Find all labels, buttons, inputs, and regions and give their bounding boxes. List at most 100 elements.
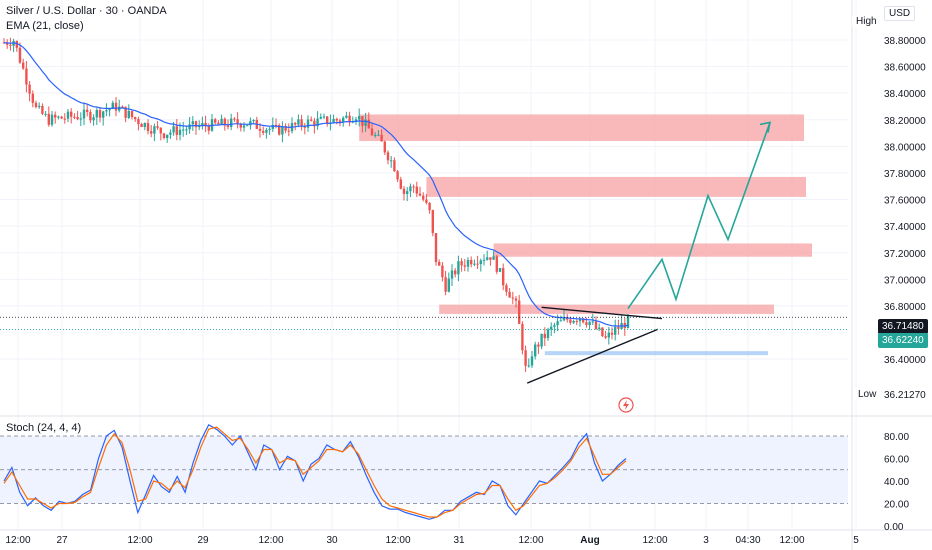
candle-body (457, 261, 460, 275)
candle-body (393, 160, 396, 172)
resistance-zone (426, 176, 806, 197)
candle-body (546, 329, 550, 339)
resistance-zone (359, 114, 804, 142)
candle-body (460, 261, 463, 266)
candle-body (239, 123, 242, 128)
candle-body (98, 109, 102, 118)
candle-body (559, 320, 562, 322)
candle-body (140, 124, 143, 128)
candle-body (70, 111, 73, 117)
candle-body (322, 116, 326, 118)
candle-body (294, 122, 297, 125)
candle-body (188, 124, 191, 130)
candle-body (111, 102, 114, 109)
candle-body (105, 110, 108, 112)
stoch-tick-label: 80.00 (884, 432, 909, 443)
candle-body (399, 179, 402, 189)
candle-body (214, 119, 217, 123)
price-tick-label: 38.80000 (884, 36, 926, 47)
candle-body (137, 119, 140, 125)
candle-body (89, 112, 92, 121)
triangle-lower-line (526, 328, 659, 384)
time-tick-label: 12:00 (5, 535, 30, 546)
time-tick-label: 12:00 (779, 535, 804, 546)
candle-body (73, 116, 76, 118)
candle-body (57, 116, 60, 118)
candle-body (306, 119, 310, 128)
candle-body (268, 128, 271, 130)
candle-body (185, 129, 188, 131)
candle-body (34, 102, 38, 108)
candle-body (60, 116, 63, 119)
candle-body (108, 108, 111, 111)
candle-body (153, 126, 156, 134)
candle-body (390, 160, 393, 162)
currency-button[interactable]: USD (884, 6, 916, 21)
candle-body (127, 111, 130, 118)
candle-body (175, 126, 178, 135)
candle-body (466, 259, 470, 267)
candle-body (22, 62, 25, 69)
candle-body (374, 135, 377, 137)
candle-body (575, 321, 578, 323)
candle-body (82, 109, 86, 119)
candle-body (578, 318, 582, 322)
candle-body (607, 332, 610, 338)
candle-body (610, 332, 614, 335)
candle-body (191, 121, 194, 125)
ema-line (3, 42, 629, 327)
candle-body (470, 259, 473, 265)
candle-body (617, 326, 620, 329)
price-tick-label: 38.20000 (884, 116, 926, 127)
candle-body (511, 297, 514, 299)
stoch-tick-label: 0.00 (884, 522, 904, 533)
candle-body (348, 115, 351, 123)
candle-body (249, 121, 252, 126)
time-tick-label: 12:00 (127, 535, 152, 546)
candle-body (543, 333, 546, 339)
stoch-d-line (3, 426, 627, 518)
candle-body (124, 106, 127, 118)
candle-body (598, 327, 601, 329)
time-tick-label: 04:30 (735, 535, 760, 546)
candle-body (354, 119, 358, 122)
price-tick-label: 36.40000 (884, 355, 926, 366)
time-tick-label: 12:00 (385, 535, 410, 546)
time-tick-label: 5 (853, 535, 859, 546)
ema-indicator-label[interactable]: EMA (21, close) (6, 20, 84, 32)
stoch-k-line (3, 423, 627, 520)
low-label: Low (854, 388, 881, 401)
candle-body (47, 113, 50, 125)
candle-body (524, 350, 527, 366)
candle-body (428, 202, 431, 211)
candle-body (367, 119, 370, 129)
candle-body (281, 126, 284, 135)
candle-body (44, 113, 47, 115)
price-tick-label: 38.00000 (884, 142, 926, 153)
candle-body (134, 117, 137, 120)
candle-body (150, 131, 153, 134)
projection-arrowhead (759, 121, 772, 133)
candle-body (313, 120, 316, 127)
candle-body (396, 171, 399, 180)
candle-body (9, 44, 12, 46)
candle-body (242, 125, 246, 128)
candle-body (508, 291, 511, 298)
candle-body (569, 319, 572, 323)
candle-body (233, 118, 236, 120)
stoch-indicator-label[interactable]: Stoch (24, 4, 4) (6, 422, 82, 434)
candle-body (102, 111, 105, 118)
symbol-title[interactable]: Silver / U.S. Dollar · 30 · OANDA (6, 5, 167, 17)
time-tick-label: 27 (56, 535, 68, 546)
candle-body (287, 130, 290, 132)
alert-icon[interactable] (618, 397, 634, 413)
candle-body (540, 333, 543, 347)
time-tick-label: 29 (197, 535, 209, 546)
candle-body (409, 186, 412, 192)
candle-body (159, 127, 162, 134)
candle-body (486, 257, 489, 260)
candle-body (18, 47, 22, 63)
low-value: 36.21270 (880, 388, 930, 403)
candle-body (422, 195, 425, 200)
